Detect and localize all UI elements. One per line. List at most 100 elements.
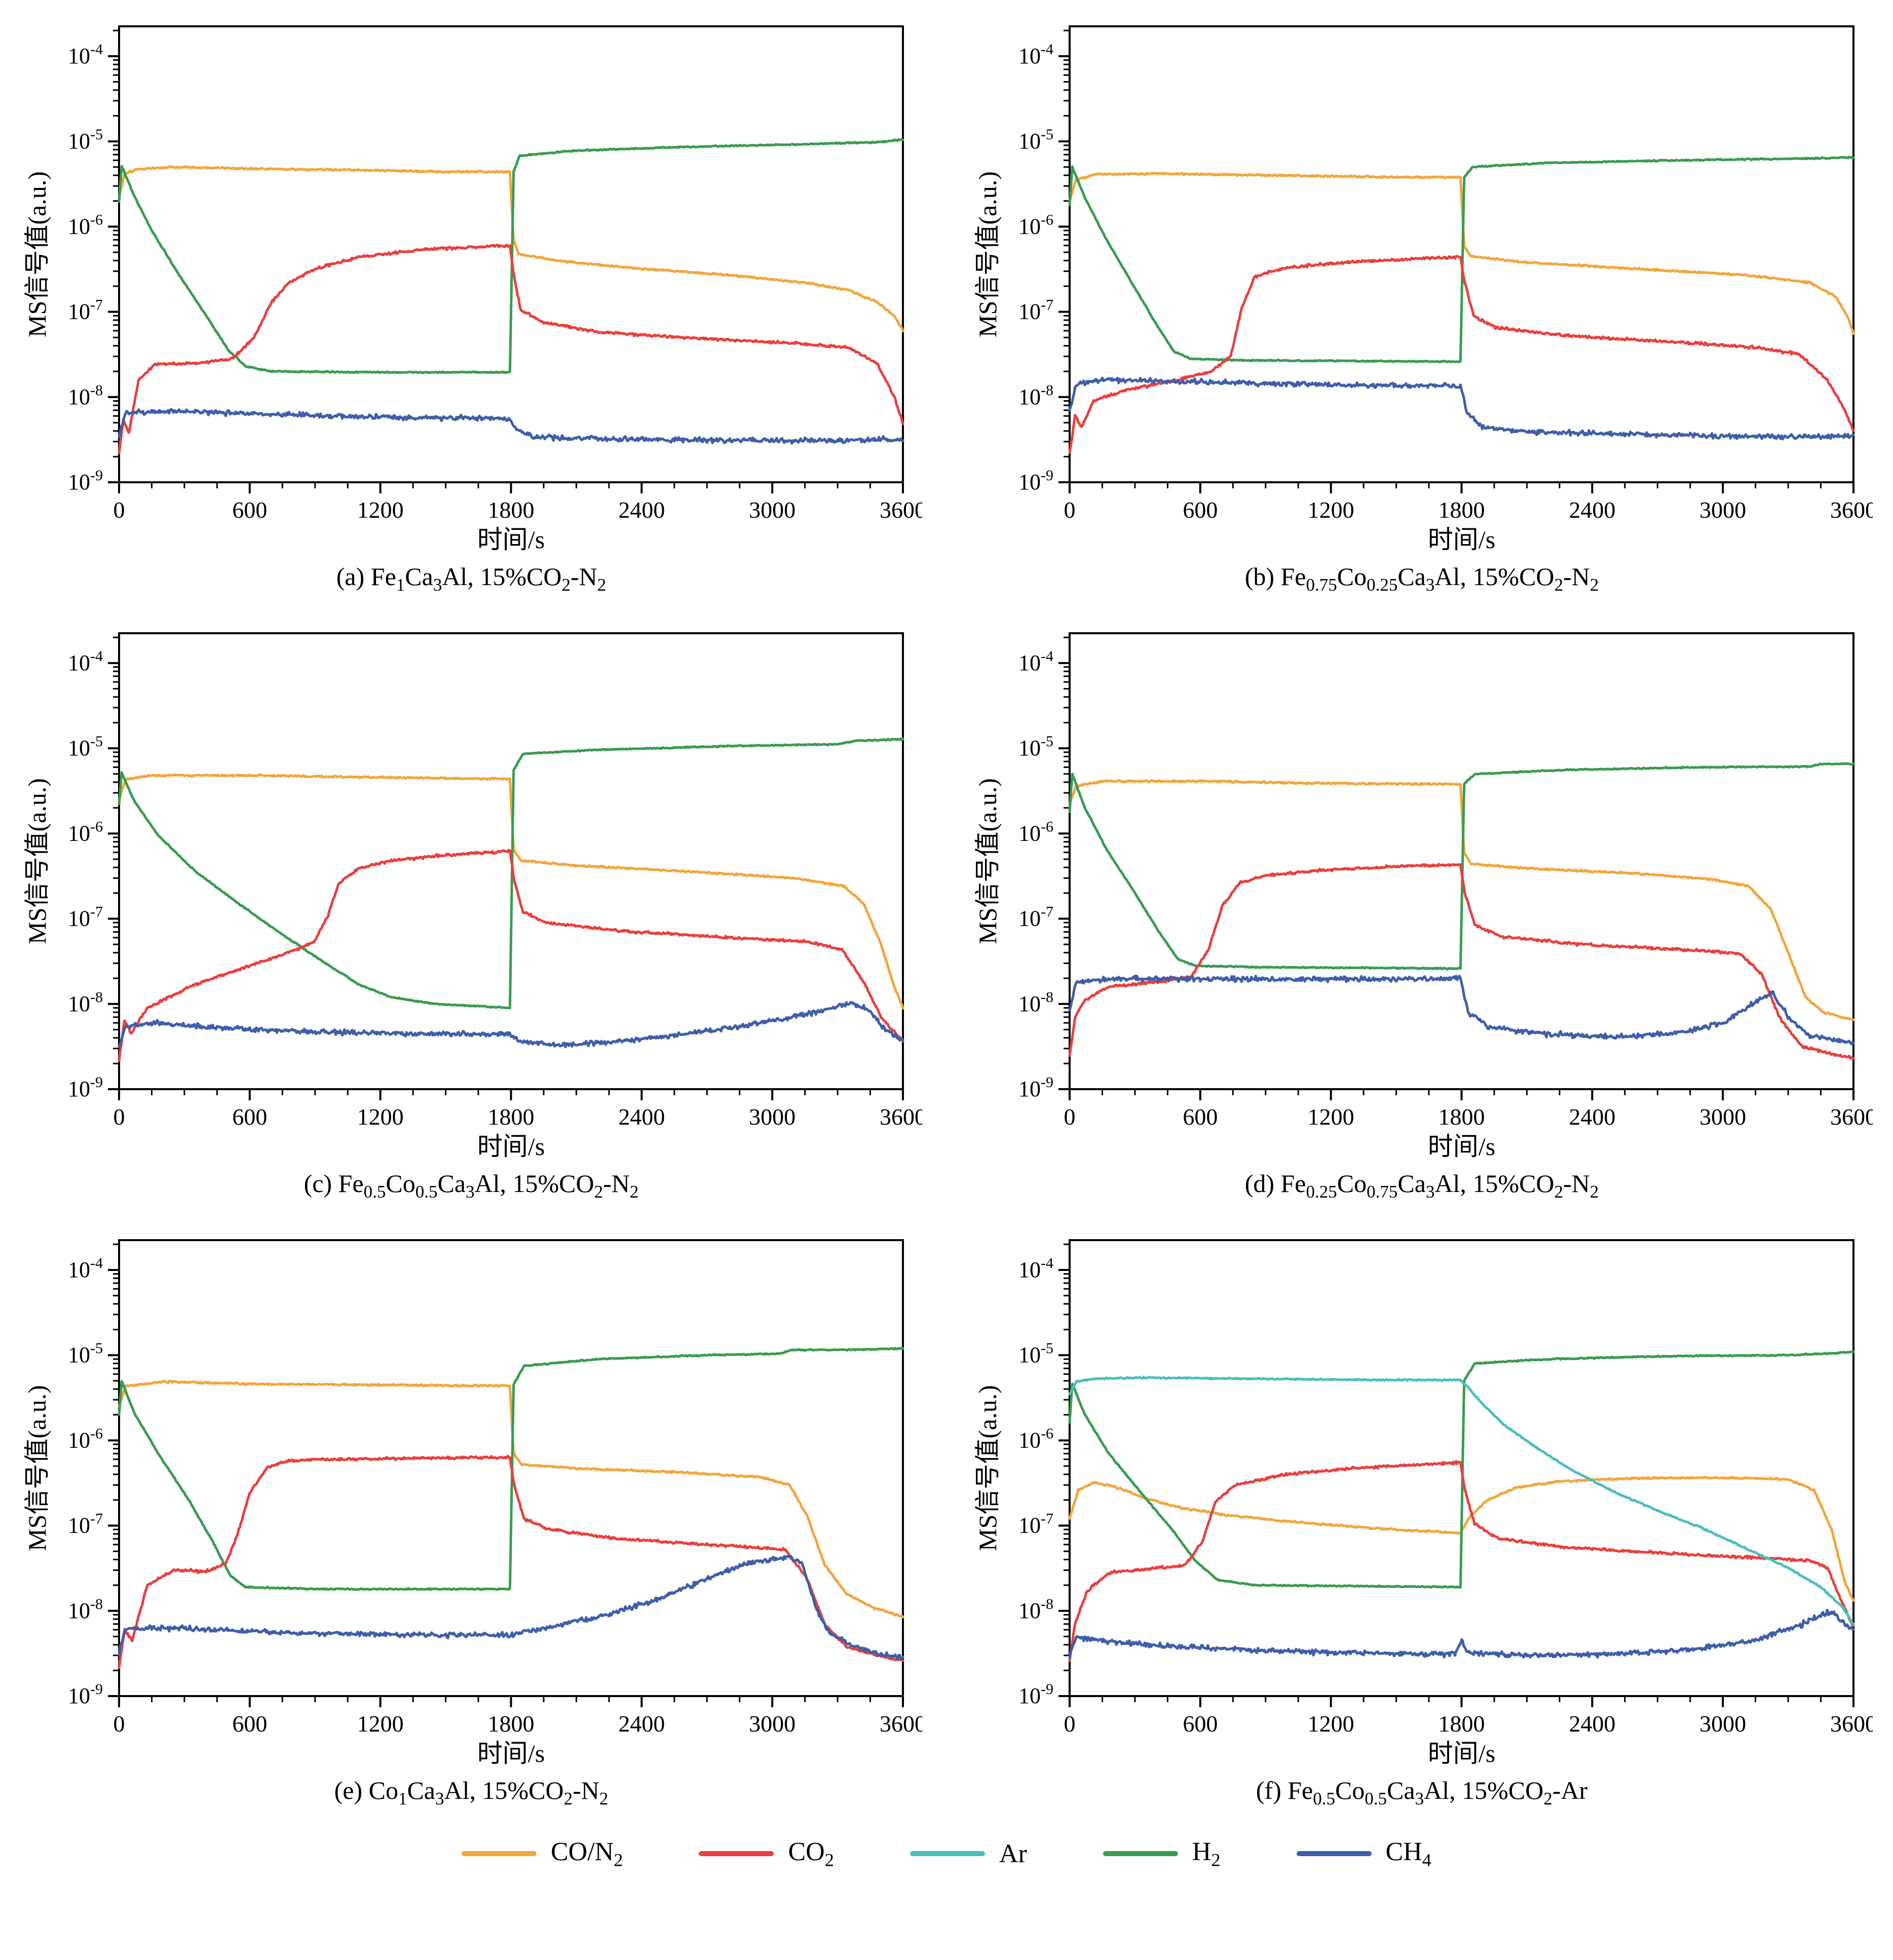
svg-text:3000: 3000 bbox=[1699, 1711, 1746, 1737]
svg-text:600: 600 bbox=[232, 1711, 267, 1737]
svg-text:3600: 3600 bbox=[1830, 1104, 1873, 1130]
svg-text:0: 0 bbox=[113, 497, 125, 523]
svg-text:600: 600 bbox=[1183, 1104, 1218, 1130]
svg-text:10-5: 10-5 bbox=[68, 733, 103, 760]
svg-text:1200: 1200 bbox=[1308, 497, 1354, 523]
x-axis-label: 时间/s bbox=[1428, 1739, 1495, 1767]
series-co_n2 bbox=[118, 165, 904, 333]
y-axis-label: MS信号值(a.u.) bbox=[23, 1385, 51, 1551]
svg-text:3000: 3000 bbox=[1699, 497, 1746, 523]
svg-text:0: 0 bbox=[1064, 1711, 1076, 1737]
svg-text:10-7: 10-7 bbox=[1018, 904, 1053, 931]
svg-text:1800: 1800 bbox=[488, 1711, 535, 1737]
x-axis-label: 时间/s bbox=[1428, 1132, 1495, 1161]
series-h2 bbox=[118, 738, 904, 1010]
svg-text:1800: 1800 bbox=[488, 497, 535, 523]
x-axis-label: 时间/s bbox=[477, 525, 545, 554]
caption-b: (b) Fe0.75Co0.25Ca3Al, 15%CO2-N2 bbox=[1244, 562, 1599, 595]
series-co_n2 bbox=[118, 1379, 904, 1619]
svg-text:2400: 2400 bbox=[1569, 1711, 1615, 1737]
series-ar bbox=[1068, 1375, 1855, 1626]
svg-text:10-6: 10-6 bbox=[1018, 1425, 1053, 1452]
svg-text:10-9: 10-9 bbox=[68, 1681, 103, 1708]
svg-text:10-8: 10-8 bbox=[68, 1596, 103, 1623]
legend-label-h2: H2 bbox=[1192, 1837, 1221, 1870]
svg-text:10-5: 10-5 bbox=[68, 126, 103, 153]
chart-e: 10-9 10-8 10-7 10-6 10-5 10-4 0 600 1200 1800 2400… bbox=[23, 1239, 922, 1767]
svg-text:10-8: 10-8 bbox=[68, 382, 103, 409]
series-co2 bbox=[118, 244, 904, 454]
svg-text:2400: 2400 bbox=[618, 1711, 665, 1737]
caption-e: (e) Co1Ca3Al, 15%CO2-N2 bbox=[334, 1776, 609, 1809]
svg-text:3000: 3000 bbox=[1699, 1104, 1746, 1130]
chart-c: 10-9 10-8 10-7 10-6 10-5 10-4 0 600 1200 1800 2400… bbox=[23, 632, 922, 1161]
svg-text:10-7: 10-7 bbox=[68, 297, 103, 324]
svg-text:2400: 2400 bbox=[618, 1104, 665, 1130]
svg-text:10-9: 10-9 bbox=[1018, 467, 1053, 494]
legend-item-ar: Ar bbox=[910, 1839, 1027, 1869]
y-axis-label: MS信号值(a.u.) bbox=[23, 778, 51, 944]
chart-a: 10-9 10-8 10-7 10-6 10-5 10-4 0 600 1200 1800 2400… bbox=[23, 25, 922, 554]
subplot-d: 10-9 10-8 10-7 10-6 10-5 10-4 0 600 1200 1800 2400… bbox=[971, 619, 1873, 1203]
series-ch4 bbox=[1068, 1608, 1855, 1659]
y-axis-label: MS信号值(a.u.) bbox=[973, 1385, 1002, 1551]
legend-swatch-ch4 bbox=[1296, 1851, 1372, 1857]
series-ch4 bbox=[118, 1555, 904, 1661]
svg-text:10-4: 10-4 bbox=[68, 648, 103, 675]
legend-swatch-co_n2 bbox=[462, 1851, 537, 1857]
svg-text:3000: 3000 bbox=[749, 497, 796, 523]
legend-item-co2: CO2 bbox=[699, 1837, 834, 1870]
svg-text:3600: 3600 bbox=[1830, 1711, 1873, 1737]
svg-text:1800: 1800 bbox=[1438, 1711, 1485, 1737]
series-h2 bbox=[1068, 156, 1855, 364]
svg-text:3600: 3600 bbox=[880, 1104, 922, 1130]
chart-b: 10-9 10-8 10-7 10-6 10-5 10-4 0 600 1200 1800 2400… bbox=[973, 25, 1873, 554]
svg-text:10-7: 10-7 bbox=[1018, 297, 1053, 324]
series-ch4 bbox=[1068, 974, 1855, 1046]
legend-swatch-co2 bbox=[699, 1851, 774, 1857]
svg-text:2400: 2400 bbox=[618, 497, 665, 523]
y-axis-label: MS信号值(a.u.) bbox=[23, 171, 51, 337]
svg-text:10-5: 10-5 bbox=[1018, 733, 1053, 760]
svg-text:1800: 1800 bbox=[1438, 497, 1485, 523]
series-co_n2 bbox=[118, 773, 904, 1010]
svg-text:10-8: 10-8 bbox=[1018, 1596, 1053, 1623]
svg-text:1200: 1200 bbox=[1308, 1711, 1354, 1737]
chart-d: 10-9 10-8 10-7 10-6 10-5 10-4 0 600 1200 1800 2400… bbox=[973, 632, 1873, 1161]
svg-text:10-9: 10-9 bbox=[68, 1074, 103, 1101]
figure: 10-9 10-8 10-7 10-6 10-5 10-4 0 600 1200 1800 2400… bbox=[20, 12, 1873, 1870]
svg-text:600: 600 bbox=[232, 497, 267, 523]
series-co2 bbox=[118, 1454, 904, 1669]
subplot-a: 10-9 10-8 10-7 10-6 10-5 10-4 0 600 1200 1800 2400… bbox=[20, 12, 922, 596]
subplot-f: 10-9 10-8 10-7 10-6 10-5 10-4 0 600 1200 1800 2400… bbox=[971, 1226, 1873, 1810]
legend-item-ch4: CH4 bbox=[1296, 1837, 1431, 1870]
x-axis-label: 时间/s bbox=[477, 1132, 545, 1161]
series-co_n2 bbox=[1068, 172, 1855, 335]
svg-text:10-5: 10-5 bbox=[1018, 126, 1053, 153]
legend-swatch-ar bbox=[910, 1851, 985, 1857]
x-axis-label: 时间/s bbox=[477, 1739, 545, 1767]
svg-text:1200: 1200 bbox=[357, 1711, 404, 1737]
subplot-c: 10-9 10-8 10-7 10-6 10-5 10-4 0 600 1200 1800 2400… bbox=[20, 619, 922, 1203]
svg-text:10-4: 10-4 bbox=[68, 1255, 103, 1282]
series-co2 bbox=[1068, 255, 1855, 454]
svg-text:10-6: 10-6 bbox=[68, 211, 103, 239]
legend-label-co_n2: CO/N2 bbox=[551, 1837, 623, 1870]
svg-text:1200: 1200 bbox=[357, 497, 404, 523]
legend-label-co2: CO2 bbox=[788, 1837, 834, 1870]
legend: CO/N2 CO2 Ar H2 CH4 bbox=[20, 1837, 1873, 1870]
series-h2 bbox=[118, 1346, 904, 1591]
svg-text:1200: 1200 bbox=[1308, 1104, 1354, 1130]
caption-d: (d) Fe0.25Co0.75Ca3Al, 15%CO2-N2 bbox=[1244, 1169, 1599, 1202]
svg-text:600: 600 bbox=[232, 1104, 267, 1130]
series-co2 bbox=[118, 849, 904, 1062]
y-axis-label: MS信号值(a.u.) bbox=[973, 778, 1002, 944]
chart-f: 10-9 10-8 10-7 10-6 10-5 10-4 0 600 1200 1800 2400… bbox=[973, 1239, 1873, 1767]
svg-text:10-6: 10-6 bbox=[1018, 211, 1053, 239]
series-ch4 bbox=[1068, 376, 1855, 441]
svg-text:10-6: 10-6 bbox=[68, 1425, 103, 1452]
svg-text:1800: 1800 bbox=[1438, 1104, 1485, 1130]
svg-text:600: 600 bbox=[1183, 497, 1218, 523]
legend-label-ar: Ar bbox=[999, 1839, 1027, 1868]
svg-text:3600: 3600 bbox=[880, 1711, 922, 1737]
